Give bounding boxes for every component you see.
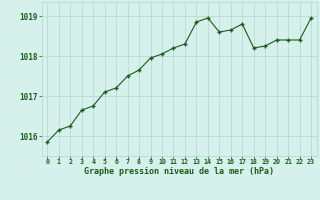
X-axis label: Graphe pression niveau de la mer (hPa): Graphe pression niveau de la mer (hPa) bbox=[84, 167, 274, 176]
